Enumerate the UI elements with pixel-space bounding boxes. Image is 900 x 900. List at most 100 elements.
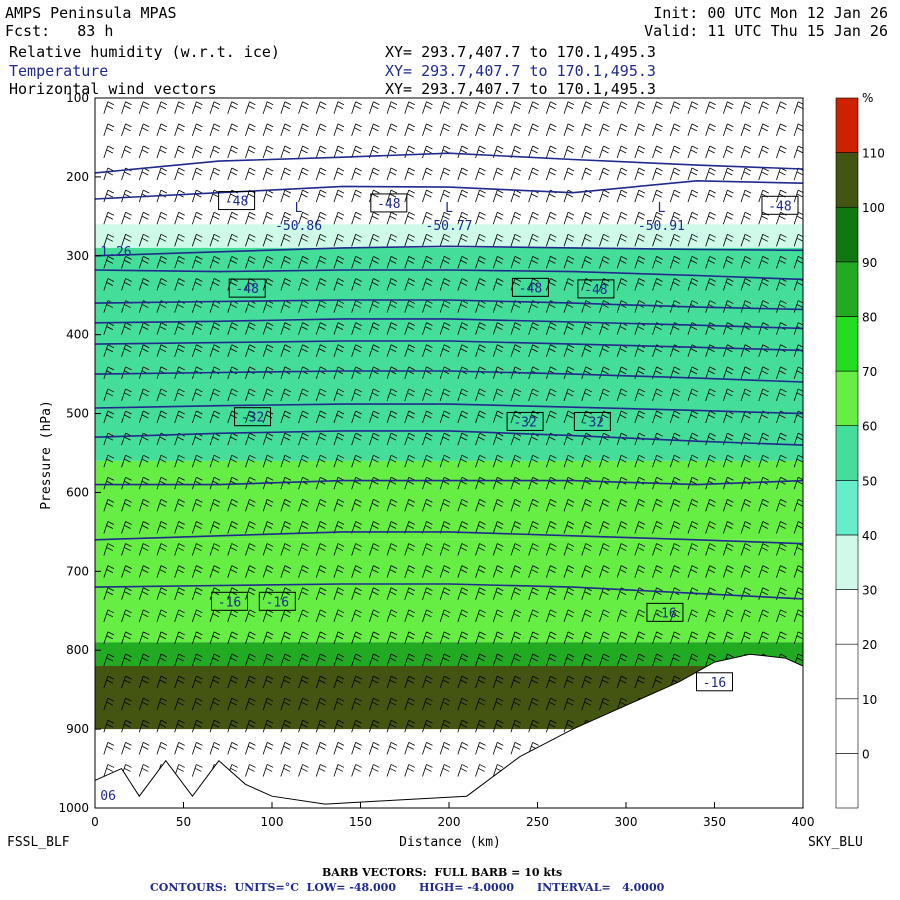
wind-barb bbox=[280, 499, 292, 512]
barb-flag bbox=[124, 657, 131, 662]
wind-barb bbox=[174, 211, 185, 225]
barb-flag bbox=[337, 653, 345, 658]
barb-flag bbox=[426, 719, 433, 724]
wind-barb bbox=[581, 233, 592, 247]
barb-flag bbox=[550, 454, 557, 459]
barb-flag bbox=[301, 282, 308, 286]
barb-staff bbox=[528, 499, 534, 512]
barb-flag bbox=[354, 745, 361, 750]
barb-staff bbox=[333, 653, 339, 667]
barb-flag bbox=[355, 344, 362, 349]
barb-staff bbox=[581, 698, 587, 711]
barb-staff bbox=[298, 432, 303, 446]
barb-flag bbox=[407, 613, 414, 618]
barb-staff bbox=[545, 167, 551, 181]
wind-barb bbox=[652, 278, 663, 291]
barb-staff bbox=[616, 145, 622, 159]
barb-flag bbox=[302, 322, 309, 327]
wind-barb bbox=[315, 675, 327, 689]
barb-staff bbox=[333, 322, 339, 335]
barb-flag bbox=[602, 348, 609, 353]
wind-barb bbox=[121, 543, 132, 556]
barb-flag bbox=[265, 193, 273, 198]
wind-barb bbox=[298, 719, 309, 733]
wind-barb bbox=[121, 410, 132, 424]
barb-flag bbox=[709, 521, 716, 525]
barb-staff bbox=[138, 455, 144, 468]
wind-barb bbox=[793, 256, 803, 269]
wind-barb bbox=[191, 410, 203, 424]
barb-flag bbox=[637, 260, 645, 264]
wind-barb bbox=[245, 410, 256, 424]
barb-flag bbox=[638, 476, 646, 481]
barb-staff bbox=[368, 543, 374, 556]
barb-flag bbox=[160, 410, 168, 415]
wind-barb bbox=[315, 256, 327, 269]
barb-flag bbox=[638, 123, 646, 128]
barb-flag bbox=[566, 237, 574, 242]
barb-flag bbox=[709, 499, 716, 503]
barb-staff bbox=[740, 123, 746, 136]
barb-flag bbox=[265, 679, 273, 684]
wind-barb bbox=[368, 675, 380, 689]
barb-staff bbox=[280, 366, 286, 379]
barb-flag bbox=[301, 215, 308, 220]
barb-flag bbox=[691, 410, 699, 415]
barb-staff bbox=[174, 587, 180, 600]
barb-flag bbox=[425, 105, 432, 110]
barb-staff bbox=[209, 190, 215, 203]
wind-barb bbox=[156, 719, 168, 733]
barb-staff bbox=[103, 388, 109, 402]
barb-flag bbox=[390, 454, 398, 459]
wind-barb bbox=[191, 211, 203, 225]
barb-staff bbox=[333, 410, 339, 424]
barb-staff bbox=[404, 300, 410, 313]
barb-flag bbox=[478, 525, 485, 529]
barb-flag bbox=[637, 635, 645, 640]
barb-staff bbox=[245, 499, 250, 512]
wind-barb bbox=[315, 211, 327, 225]
wind-barb bbox=[298, 211, 309, 225]
barb-flag bbox=[159, 392, 167, 397]
barb-flag bbox=[514, 543, 522, 547]
wind-barb bbox=[245, 609, 256, 622]
barb-flag bbox=[373, 697, 380, 702]
barb-staff bbox=[758, 145, 764, 159]
wind-barb bbox=[687, 278, 699, 291]
wind-barb bbox=[209, 123, 221, 136]
contour-label: -48 bbox=[218, 191, 256, 211]
barb-staff bbox=[563, 521, 569, 534]
barb-staff bbox=[138, 278, 144, 291]
barb-staff bbox=[599, 477, 604, 490]
barb-flag bbox=[284, 631, 292, 636]
wind-barb bbox=[138, 256, 150, 269]
barb-flag bbox=[407, 326, 414, 331]
barb-flag bbox=[265, 392, 273, 397]
barb-staff bbox=[351, 344, 357, 357]
wind-barb bbox=[103, 454, 115, 468]
barb-flag bbox=[283, 127, 291, 132]
field-label-rh: Relative humidity (w.r.t. ice) bbox=[9, 43, 280, 61]
barb-staff bbox=[439, 101, 445, 114]
barb-flag bbox=[142, 171, 149, 176]
wind-barb bbox=[740, 631, 752, 645]
barb-flag bbox=[761, 525, 768, 529]
wind-barb bbox=[457, 101, 469, 114]
barb-flag bbox=[249, 609, 256, 614]
wind-barb bbox=[705, 653, 716, 667]
wind-barb bbox=[687, 123, 699, 136]
barb-flag bbox=[284, 764, 292, 768]
barb-flag bbox=[425, 237, 432, 242]
barb-staff bbox=[209, 101, 215, 114]
barb-flag bbox=[159, 171, 167, 176]
wind-barb bbox=[386, 211, 398, 225]
barb-staff bbox=[563, 455, 569, 468]
wind-barb bbox=[563, 587, 575, 600]
barb-staff bbox=[563, 322, 569, 335]
barb-flag bbox=[354, 547, 361, 551]
barb-flag bbox=[196, 278, 203, 282]
barb-flag bbox=[354, 436, 361, 441]
barb-staff bbox=[156, 101, 162, 114]
barb-staff bbox=[457, 499, 463, 512]
barb-flag bbox=[549, 569, 556, 574]
